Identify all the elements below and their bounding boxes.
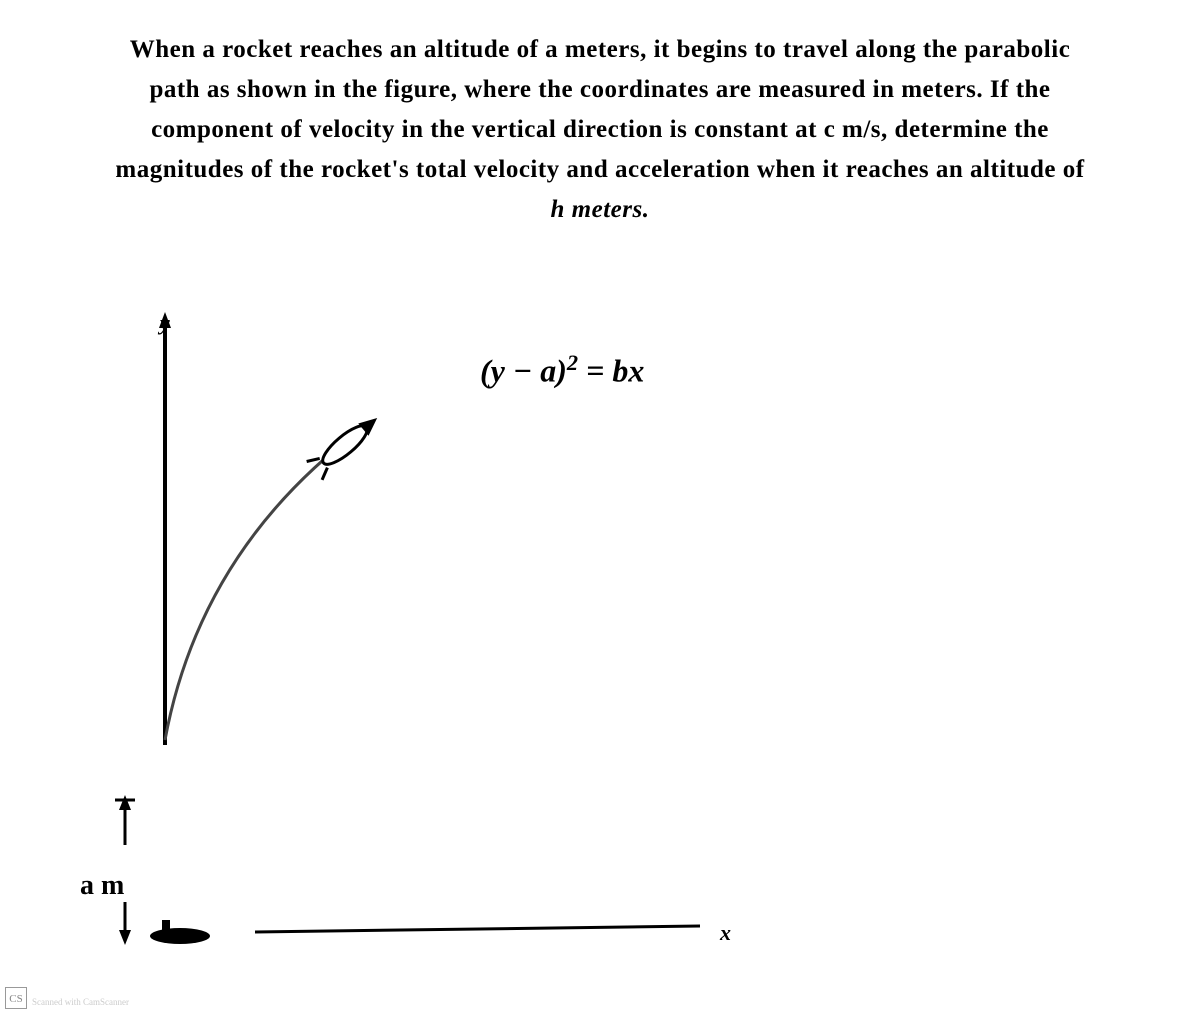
launch-pad-icon <box>150 920 210 944</box>
problem-statement: When a rocket reaches an altitude of a m… <box>50 30 1150 230</box>
path-equation: (y − a)2 = bx <box>480 350 644 390</box>
figure-diagram <box>70 300 770 980</box>
problem-line-3: component of velocity in the vertical di… <box>151 116 1049 143</box>
problem-line-2: path as shown in the figure, where the c… <box>149 76 1050 103</box>
rocket-path-svg <box>70 300 770 980</box>
rocket-icon <box>307 409 385 480</box>
problem-line-5: h meters. <box>551 196 650 223</box>
problem-line-1: When a rocket reaches an altitude of a m… <box>130 36 1071 63</box>
camscanner-badge-icon: CS <box>5 987 27 1009</box>
y-axis-label: y <box>160 310 170 336</box>
parabolic-path <box>165 430 360 740</box>
problem-line-4: magnitudes of the rocket's total velocit… <box>115 156 1084 183</box>
x-axis-label: x <box>720 920 731 946</box>
camscanner-watermark: Scanned with CamScanner <box>32 997 129 1007</box>
height-label: a m <box>80 870 124 902</box>
x-axis-line <box>255 926 700 932</box>
